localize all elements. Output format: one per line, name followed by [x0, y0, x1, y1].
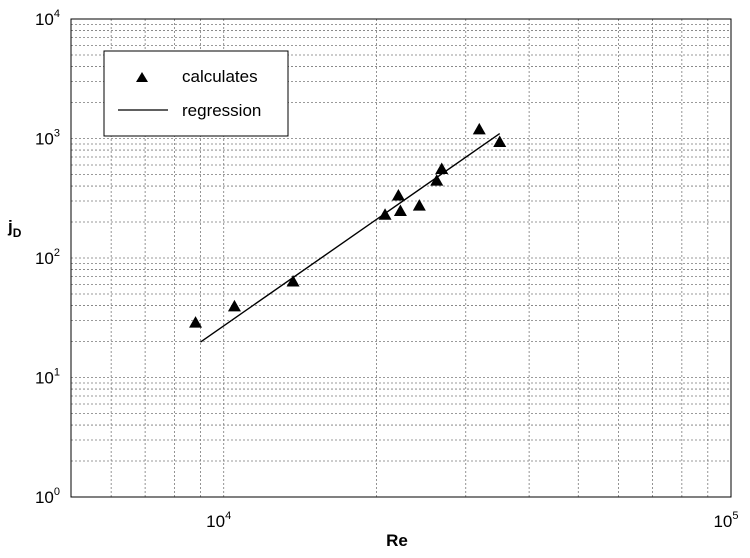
x-tick-exponent: 5 [732, 510, 738, 522]
data-point-triangle [472, 122, 486, 135]
data-point-triangle [286, 274, 300, 287]
x-axis-title: Re [386, 531, 408, 550]
data-layer [189, 122, 507, 343]
legend-box [103, 50, 289, 137]
y-tick-exponent: 4 [54, 8, 60, 20]
data-point-triangle [189, 316, 203, 328]
y-tick-base: 10 [35, 249, 54, 268]
regression-line [200, 132, 501, 343]
y-tick-label: 102 [35, 247, 60, 268]
y-axis-title-main: j [7, 217, 13, 236]
y-axis-title: jD [7, 217, 22, 240]
legend-label-regression: regression [182, 101, 261, 120]
data-point-triangle [430, 174, 444, 186]
data-point-triangle [391, 189, 405, 201]
x-tick-label: 104 [206, 510, 231, 531]
x-tick-label: 105 [713, 510, 738, 531]
y-tick-base: 10 [35, 369, 54, 388]
y-tick-label: 104 [35, 8, 60, 29]
y-tick-base: 10 [35, 10, 54, 29]
y-tick-exponent: 2 [54, 247, 60, 259]
x-tick-base: 10 [206, 512, 225, 531]
data-point-triangle [393, 204, 407, 216]
y-tick-label: 103 [35, 128, 60, 149]
data-point-triangle [227, 299, 241, 312]
data-point-triangle [493, 135, 507, 148]
legend-triangle-marker [136, 72, 148, 82]
y-tick-base: 10 [35, 488, 54, 507]
legend-label-calculates: calculates [182, 67, 258, 86]
legend: calculates regression [103, 50, 289, 137]
y-tick-exponent: 0 [54, 486, 60, 498]
x-tick-exponent: 4 [225, 510, 231, 522]
x-tick-base: 10 [713, 512, 732, 531]
y-tick-base: 10 [35, 130, 54, 149]
y-tick-exponent: 3 [54, 128, 60, 140]
plot-frame [70, 18, 732, 498]
data-point-triangle [378, 208, 392, 220]
y-tick-label: 101 [35, 367, 60, 388]
data-point-triangle [435, 162, 449, 175]
y-axis-title-sub: D [13, 226, 22, 240]
y-tick-exponent: 1 [54, 367, 60, 379]
data-point-triangle [412, 199, 426, 211]
y-tick-label: 100 [35, 486, 60, 507]
